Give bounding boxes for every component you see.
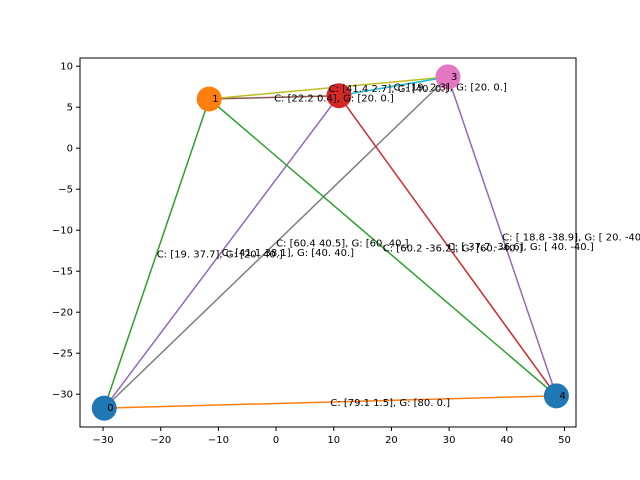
edge-3-4 — [447, 76, 558, 397]
node-2 — [326, 83, 352, 109]
x-tick-label: −10 — [208, 435, 229, 446]
node-label-3: 3 — [451, 72, 457, 83]
node-3 — [435, 64, 461, 90]
axes-frame — [79, 57, 577, 428]
edge-label-1-4: C: [60.2 -36.2], G: [60. -40.] — [383, 243, 523, 254]
y-tick-label: −15 — [52, 267, 73, 278]
node-0 — [91, 395, 117, 421]
edge-2-3 — [338, 76, 449, 97]
x-tick-label: 30 — [443, 435, 456, 446]
x-tick-label: −20 — [150, 435, 171, 446]
y-tick-label: −25 — [52, 349, 73, 360]
edge-label-2-4: C: [ 37.7 -36.6], G: [ 40. -40.] — [448, 242, 594, 253]
y-tick-label: −10 — [52, 226, 73, 237]
axes-layer: −30 −20 −10 0 10 20 30 40 50−30−25−20−15−10−5051… — [52, 57, 577, 446]
edge-label-0-3: C: [60.4 40.5], G: [60. 40.] — [276, 239, 409, 250]
edge-label-0-1: C: [19. 37.7], G: [20. 40.] — [157, 250, 283, 261]
node-label-1: 1 — [212, 94, 218, 105]
edge-label-3-4: C: [ 18.8 -38.9], G: [ 20. -40.] — [502, 232, 640, 243]
edge-0-2 — [103, 95, 340, 409]
y-tick-label: −20 — [52, 308, 73, 319]
edge-1-4 — [208, 98, 557, 397]
y-tick-label: −30 — [52, 390, 73, 401]
x-tick-label: 40 — [500, 435, 513, 446]
y-tick-label: 0 — [67, 144, 73, 155]
y-tick-label: −5 — [58, 185, 73, 196]
plot-background — [80, 58, 576, 427]
node-label-4: 4 — [559, 391, 565, 402]
node-labels-layer: 0 1 3 4 — [107, 72, 566, 414]
edge-0-4 — [104, 395, 557, 409]
node-4 — [543, 383, 569, 409]
edge-0-1 — [103, 98, 210, 409]
nodes-layer — [91, 64, 569, 421]
edge-1-2 — [209, 94, 339, 100]
y-tick-label: 5 — [67, 103, 73, 114]
x-tick-label: 10 — [327, 435, 340, 446]
x-tick-label: 20 — [385, 435, 398, 446]
edge-1-3 — [209, 76, 449, 100]
x-tick-label: 50 — [558, 435, 571, 446]
edge-2-4 — [338, 95, 557, 397]
x-tick-label: −30 — [93, 435, 114, 446]
edge-label-1-2: C: [22.2 0.4], G: [20. 0.] — [274, 93, 394, 104]
plot-area — [80, 58, 576, 427]
x-tick-label: 0 — [273, 435, 279, 446]
edges-layer — [103, 76, 558, 409]
edge-label-1-3: C: [41.4 2.7], G: [40. 0.] — [329, 84, 449, 95]
y-tick-label: 10 — [60, 62, 73, 73]
edge-labels-layer: C: [79.1 1.5], G: [80. 0.] C: [19. 37.7],… — [157, 82, 640, 409]
node-label-0: 0 — [107, 403, 113, 414]
edge-label-0-4: C: [79.1 1.5], G: [80. 0.] — [330, 398, 450, 409]
edge-0-3 — [103, 76, 449, 409]
edge-label-0-2: C: [41.1 38.1], G: [40. 40.] — [222, 248, 355, 259]
edge-label-2-3: C: [19. 2.3], G: [20. 0.] — [393, 82, 506, 93]
node-1 — [196, 86, 222, 112]
